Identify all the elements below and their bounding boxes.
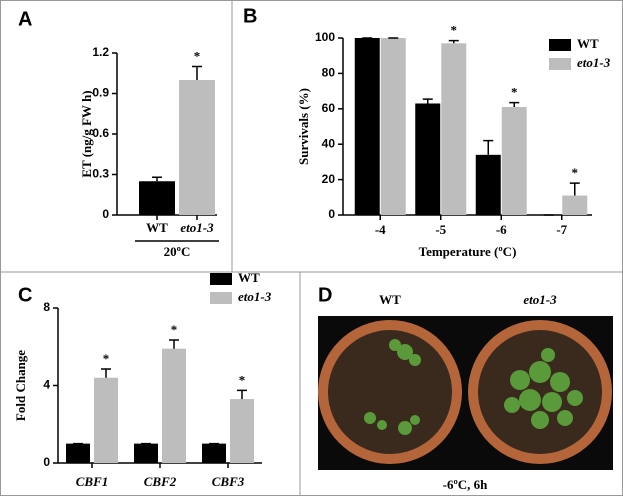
bar xyxy=(139,181,175,215)
photo-label: WT xyxy=(379,292,401,307)
y-tick-label: 80 xyxy=(322,66,336,80)
bar xyxy=(162,348,186,463)
annotation: * xyxy=(511,85,518,100)
x-tick-label: CBF2 xyxy=(144,474,177,489)
error-bar xyxy=(169,339,179,349)
bar xyxy=(66,443,90,463)
y-tick-label: 20 xyxy=(322,172,336,186)
photo xyxy=(318,316,613,470)
x-tick-label: -4 xyxy=(375,222,386,237)
y-tick-label: 8 xyxy=(43,300,50,314)
x-tick-label: WT xyxy=(146,220,168,235)
y-tick-label: 1.2 xyxy=(92,45,109,59)
y-axis-label: ET (ng/g FW h) xyxy=(79,90,94,177)
y-tick-label: 0.3 xyxy=(92,167,109,181)
bar xyxy=(380,38,406,215)
legend-label: WT xyxy=(577,36,599,51)
legend-swatch xyxy=(210,273,232,285)
y-tick-label: 0.9 xyxy=(92,86,109,100)
x-tick-label: -5 xyxy=(435,222,446,237)
y-tick-label: 0.6 xyxy=(92,126,109,140)
y-tick-label: 0 xyxy=(102,207,109,221)
annotation: * xyxy=(451,23,458,38)
annotation: * xyxy=(572,165,579,180)
error-bar xyxy=(569,182,580,196)
legend-swatch xyxy=(210,292,232,304)
y-tick-label: 60 xyxy=(322,101,336,115)
error-bar xyxy=(509,101,520,108)
error-bar xyxy=(422,98,433,104)
photo-label: eto1-3 xyxy=(523,292,557,307)
legend-swatch xyxy=(549,58,571,70)
bar xyxy=(134,443,158,463)
bar xyxy=(354,38,380,215)
legend-label: eto1-3 xyxy=(238,289,272,304)
bar xyxy=(230,399,254,463)
y-axis-label: Survivals (%) xyxy=(296,88,311,165)
bar xyxy=(179,80,215,215)
bar xyxy=(475,154,501,215)
x-tick-label: eto1-3 xyxy=(180,220,214,235)
bar xyxy=(441,43,467,216)
error-bar xyxy=(483,139,494,155)
group-label: 20ºC xyxy=(164,244,191,259)
panel-letter: A xyxy=(18,8,32,30)
annotation: * xyxy=(194,48,201,63)
error-bar xyxy=(101,368,111,378)
panel-letter: D xyxy=(318,284,332,306)
annotation: * xyxy=(103,351,110,366)
photo-caption: -6ºC, 6h xyxy=(443,477,489,492)
y-axis-label: Fold Change xyxy=(13,350,28,421)
y-tick-label: 4 xyxy=(43,378,50,392)
panel-letter: C xyxy=(18,284,32,306)
y-tick-label: 40 xyxy=(322,136,336,150)
y-tick-label: 100 xyxy=(315,30,335,44)
bar xyxy=(415,103,441,215)
legend-swatch xyxy=(549,39,571,51)
x-tick-label: -6 xyxy=(496,222,507,237)
annotation: * xyxy=(171,322,178,337)
legend-label: WT xyxy=(238,270,260,285)
bar xyxy=(202,443,226,463)
error-bar xyxy=(192,65,202,80)
x-axis-label: Temperature (ºC) xyxy=(419,244,517,259)
bar xyxy=(562,195,588,215)
legend-label: eto1-3 xyxy=(577,55,611,70)
bar xyxy=(94,377,118,463)
x-tick-label: -7 xyxy=(556,222,567,237)
error-bar xyxy=(237,389,247,400)
x-tick-label: CBF1 xyxy=(76,474,109,489)
annotation: * xyxy=(239,372,246,387)
panel-letter: B xyxy=(243,5,257,27)
y-tick-label: 0 xyxy=(328,207,335,221)
bar xyxy=(501,107,527,215)
error-bar xyxy=(152,176,162,182)
error-bar xyxy=(448,39,459,44)
x-tick-label: CBF3 xyxy=(212,474,245,489)
y-tick-label: 0 xyxy=(43,455,50,469)
